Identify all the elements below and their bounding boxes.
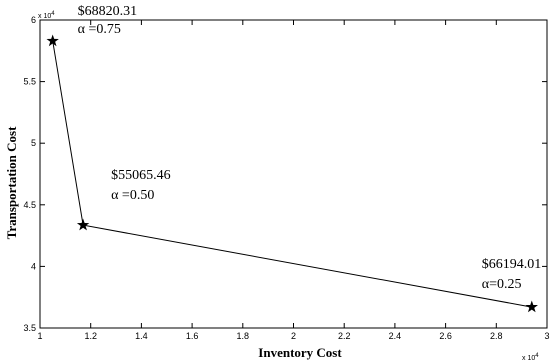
y-tick-label: 3.5 (23, 323, 36, 333)
axis-ticks: 1 1.2 1.4 1.6 1.8 2 2.2 2.4 2.6 2.8 3 3.5 4 4.5 5 5.5 6 (23, 15, 549, 341)
y-tick-label: 5 (31, 138, 36, 148)
x-tick-label: 2 (291, 331, 296, 341)
x-tick-label: 2.4 (389, 331, 402, 341)
x-tick-label: 1.6 (186, 331, 199, 341)
x-axis-title: Inventory Cost (258, 345, 342, 360)
point-cost-label: $68820.31 (78, 4, 138, 19)
x-tick-label: 2.8 (490, 331, 503, 341)
x-multiplier-exponent: 4 (535, 353, 539, 359)
data-point-star (76, 218, 90, 231)
x-tick-label: 1.2 (84, 331, 97, 341)
x-tick-label: 2.6 (439, 331, 452, 341)
data-point-star (525, 300, 538, 313)
y-multiplier: x 104 (38, 11, 55, 20)
y-tick-label: 6 (31, 15, 36, 25)
y-axis-title: Transportation Cost (4, 126, 19, 239)
y-tick-label: 5.5 (23, 77, 36, 87)
y-multiplier-base: x 10 (38, 13, 51, 20)
x-tick-label: 2.2 (338, 331, 351, 341)
point-cost-label: $55065.46 (111, 168, 171, 183)
x-multiplier: x 104 (522, 353, 539, 362)
x-tick-label: 1 (37, 331, 42, 341)
annotations: $68820.31 α =0.75 $55065.46 α =0.50 $66194.0… (78, 4, 542, 292)
y-tick-label: 4.5 (23, 200, 36, 210)
y-tick-label: 4 (31, 261, 36, 271)
y-multiplier-exponent: 4 (51, 11, 55, 17)
x-tick-label: 1.4 (135, 331, 148, 341)
x-tick-label: 3 (544, 331, 549, 341)
point-alpha-label: α =0.75 (78, 22, 121, 37)
x-tick-label: 1.8 (237, 331, 250, 341)
x-multiplier-base: x 10 (522, 355, 535, 362)
point-alpha-label: α =0.50 (111, 188, 154, 203)
point-alpha-label: α=0.25 (482, 277, 522, 292)
data-point-star (46, 34, 59, 47)
point-cost-label: $66194.01 (482, 257, 542, 272)
